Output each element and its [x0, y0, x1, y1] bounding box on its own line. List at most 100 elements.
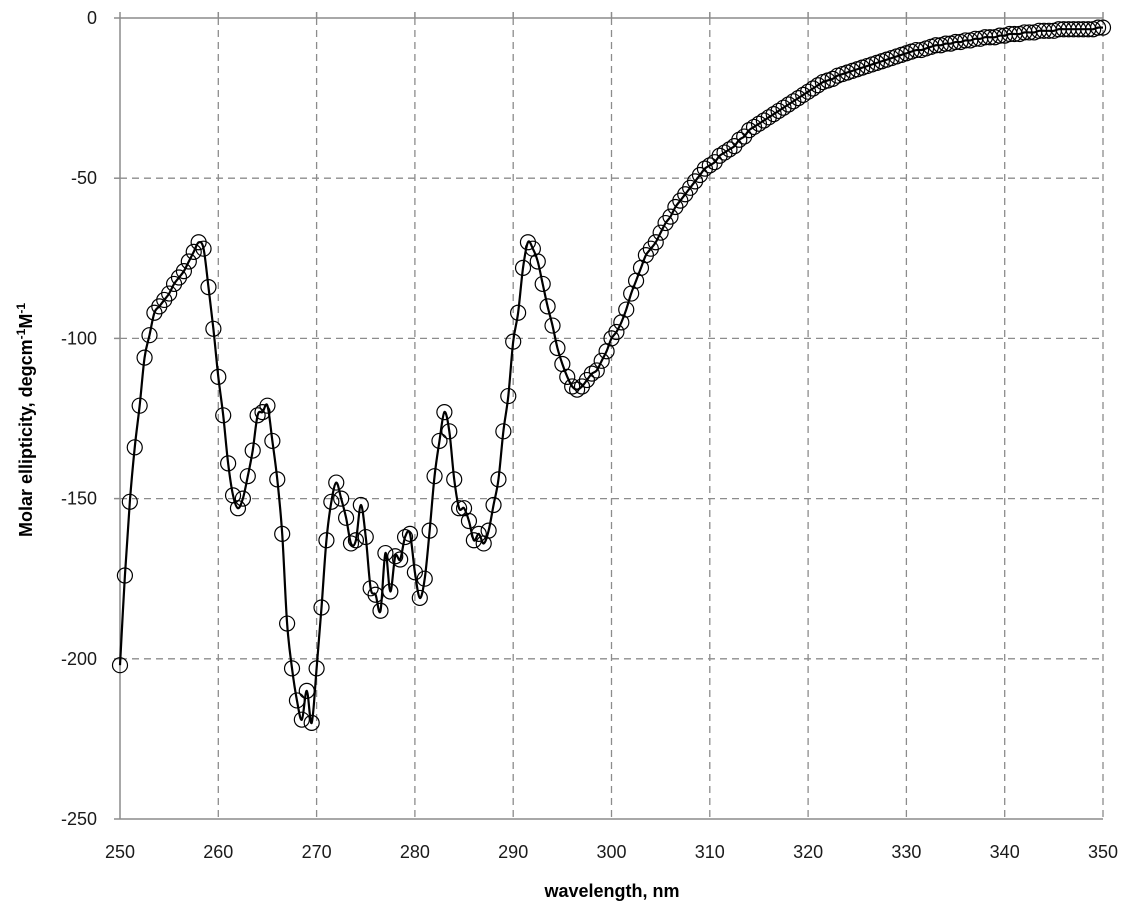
y-tick-label--150: -150	[61, 489, 97, 509]
data-point-96	[583, 365, 600, 382]
data-point-98	[593, 352, 610, 369]
data-point-86	[534, 275, 551, 293]
x-tick-label-270: 270	[302, 842, 332, 862]
data-point-91	[559, 368, 576, 385]
data-point-89	[549, 339, 566, 357]
data-point-110	[652, 224, 669, 241]
x-tick-label-310: 310	[695, 842, 725, 862]
data-point-134	[770, 102, 787, 120]
data-point-0	[111, 657, 129, 674]
data-point-88	[544, 317, 561, 334]
y-tick-label--250: -250	[61, 809, 97, 829]
x-tick-label-260: 260	[203, 842, 233, 862]
x-tick-labels: 250 260 270 280 290 300 310 320 330 340 350	[105, 842, 1118, 862]
data-point-58	[396, 528, 414, 546]
data-point-44	[328, 474, 345, 491]
data-point-87	[539, 298, 556, 315]
data-point-127	[736, 128, 753, 145]
data-point-64	[426, 468, 443, 485]
data-point-1	[116, 567, 134, 584]
data-point-116	[682, 179, 699, 196]
data-point-122	[711, 147, 728, 164]
data-point-120	[701, 157, 718, 174]
x-tick-label-350: 350	[1088, 842, 1118, 862]
data-point-7	[146, 304, 163, 321]
data-point-28	[249, 407, 266, 424]
data-point-111	[657, 214, 674, 232]
data-point-65	[431, 432, 448, 450]
data-point-75	[480, 522, 497, 539]
data-point-40	[308, 660, 325, 677]
data-point-62	[416, 570, 433, 587]
data-point-140	[799, 83, 817, 100]
data-point-29	[254, 403, 271, 421]
x-tick-label-280: 280	[400, 842, 430, 862]
data-point-13	[175, 263, 192, 280]
data-point-85	[529, 253, 546, 270]
data-point-17	[195, 240, 212, 257]
data-point-56	[387, 548, 404, 565]
data-point-61	[411, 589, 428, 607]
data-point-118	[691, 166, 709, 184]
data-point-83	[519, 234, 537, 251]
data-point-78	[495, 423, 512, 440]
data-point-121	[706, 154, 723, 171]
data-point-131	[755, 112, 772, 129]
data-point-125	[726, 138, 743, 155]
data-point-200	[1094, 19, 1112, 36]
data-point-94	[573, 378, 591, 395]
data-point-129	[745, 118, 763, 136]
data-point-135	[775, 99, 792, 116]
data-point-119	[696, 160, 713, 177]
data-point-39	[303, 714, 320, 731]
axes	[114, 12, 1104, 820]
data-point-130	[750, 115, 768, 132]
y-tick-label--200: -200	[61, 649, 97, 669]
data-point-123	[716, 144, 733, 161]
data-point-35	[283, 660, 301, 677]
data-point-48	[347, 532, 365, 549]
data-point-113	[667, 198, 684, 216]
data-point-26	[239, 468, 256, 485]
data-point-51	[362, 580, 379, 597]
y-axis-label-mid: M	[16, 314, 36, 329]
data-point-53	[372, 602, 389, 619]
data-point-115	[677, 186, 694, 203]
x-tick-label-300: 300	[596, 842, 626, 862]
x-axis-label: wavelength, nm	[543, 881, 679, 901]
data-point-108	[642, 240, 659, 257]
data-point-103	[618, 301, 635, 318]
data-point-14	[180, 253, 197, 270]
data-point-11	[165, 275, 183, 293]
y-axis-label-text: Molar ellipticity, degcm	[16, 339, 36, 537]
data-point-128	[741, 122, 758, 139]
data-point-41	[313, 599, 330, 616]
data-point-82	[514, 259, 532, 277]
data-point-145	[824, 70, 841, 87]
y-axis-label: Molar ellipticity, degcm-1M-1	[14, 303, 36, 537]
data-point-80	[505, 333, 522, 350]
data-point-141	[804, 80, 822, 97]
data-point-124	[721, 141, 738, 158]
data-point-77	[490, 471, 507, 488]
data-point-22	[220, 455, 237, 472]
data-point-42	[318, 532, 335, 549]
data-point-100	[603, 330, 620, 347]
data-point-68	[446, 471, 463, 488]
data-point-4	[131, 397, 148, 414]
data-point-72	[465, 532, 482, 549]
data-point-126	[731, 131, 748, 148]
data-point-47	[342, 535, 360, 552]
y-tick-label-0: 0	[87, 8, 97, 28]
data-point-66	[436, 403, 453, 421]
y-tick-label--100: -100	[61, 328, 97, 348]
data-point-73	[470, 525, 487, 542]
data-point-18	[200, 279, 217, 296]
data-point-38	[298, 682, 315, 699]
data-point-8	[151, 298, 168, 315]
data-point-60	[406, 564, 423, 581]
data-point-16	[190, 234, 207, 251]
data-point-2	[121, 493, 138, 510]
data-point-112	[662, 208, 679, 225]
data-point-137	[785, 93, 802, 110]
